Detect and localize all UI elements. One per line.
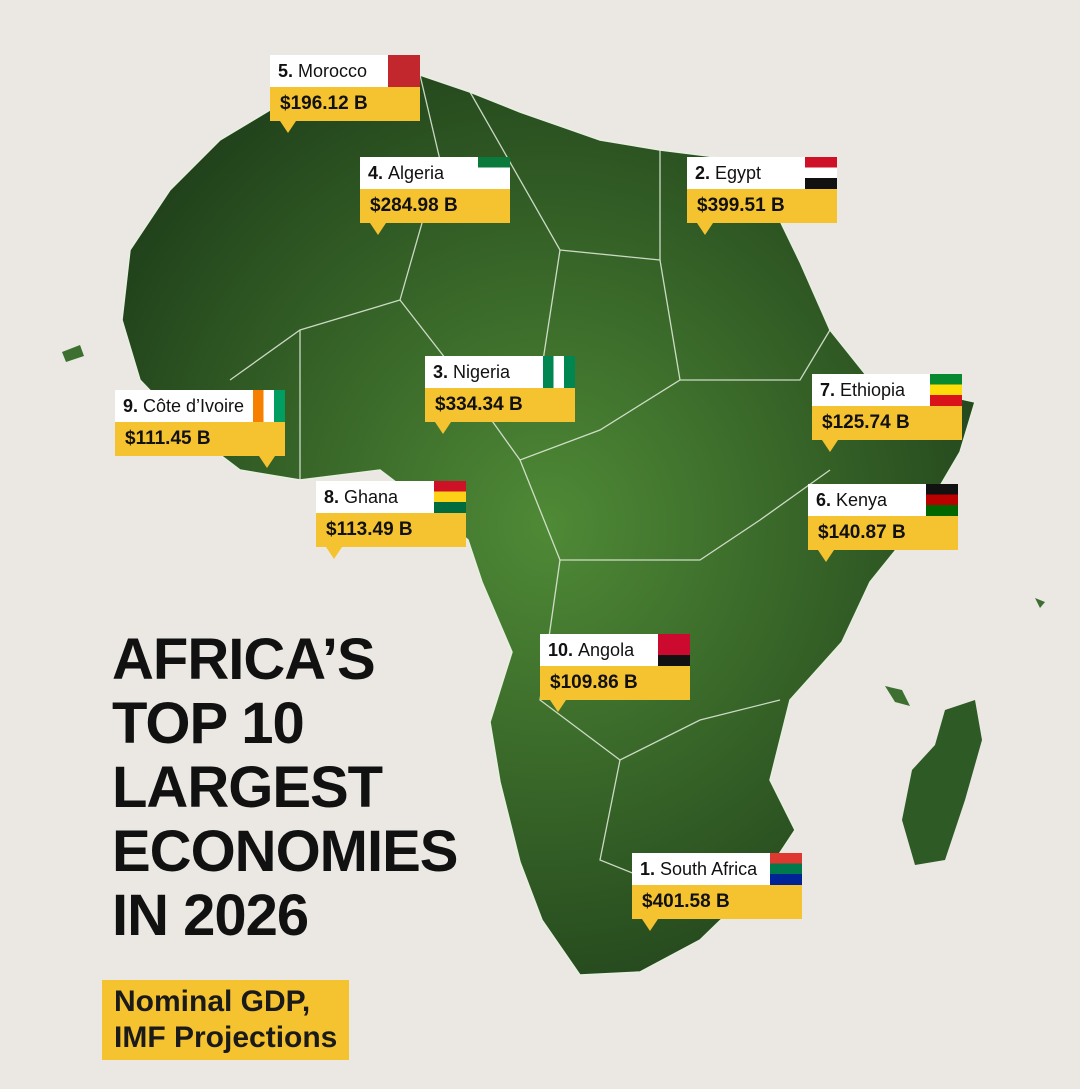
country: Ghana (344, 486, 399, 507)
rank: 2. (695, 162, 711, 183)
subtitle-line: IMF Projections (114, 1021, 338, 1054)
country-label: 1. South Africa $401.58 B (632, 853, 802, 931)
country: Ethiopia (840, 379, 906, 400)
flag (543, 356, 575, 388)
label-name: 7. Ethiopia (812, 374, 962, 406)
gdp-value: $196.12 B (270, 87, 420, 121)
flag (805, 157, 837, 189)
country: Nigeria (453, 361, 511, 382)
rank: 6. (816, 489, 832, 510)
title: AFRICA’S TOP 10 LARGEST ECONOMIES IN 2026 (112, 628, 458, 948)
gdp-value: $140.87 B (808, 516, 958, 550)
gdp-value: $401.58 B (632, 885, 802, 919)
flag (388, 55, 420, 87)
pointer (280, 121, 296, 133)
country-label: 4. Algeria $284.98 B (360, 157, 510, 235)
label-name: 2. Egypt (687, 157, 837, 189)
label-name: 9. Côte d’Ivoire (115, 390, 285, 422)
country: Algeria (388, 162, 445, 183)
country: Egypt (715, 162, 762, 183)
subtitle-line: Nominal GDP, (114, 985, 311, 1018)
gdp-value: $334.34 B (425, 388, 575, 422)
rank: 7. (820, 379, 836, 400)
rank: 10. (548, 639, 574, 660)
rank: 3. (433, 361, 449, 382)
rank: 4. (368, 162, 384, 183)
pointer (697, 223, 713, 235)
flag (478, 157, 510, 189)
gdp-value: $113.49 B (316, 513, 466, 547)
label-name: 1. South Africa (632, 853, 802, 885)
country: Kenya (836, 489, 888, 510)
country: South Africa (660, 858, 758, 879)
rank: 1. (640, 858, 656, 879)
gdp-value: $125.74 B (812, 406, 962, 440)
country-label: 9. Côte d’Ivoire $111.45 B (115, 390, 285, 468)
rank: 5. (278, 60, 294, 81)
label-name: 8. Ghana (316, 481, 466, 513)
title-line: ECONOMIES (112, 819, 458, 884)
title-line: TOP 10 (112, 691, 305, 756)
country: Morocco (298, 60, 368, 81)
pointer (326, 547, 342, 559)
country: Angola (578, 639, 635, 660)
country-label: 10. Angola $109.86 B (540, 634, 690, 712)
rank: 8. (324, 486, 340, 507)
flag (658, 634, 690, 666)
label-name: 6. Kenya (808, 484, 958, 516)
rank: 9. (123, 395, 139, 416)
pointer (370, 223, 386, 235)
pointer (642, 919, 658, 931)
country-label: 7. Ethiopia $125.74 B (812, 374, 962, 452)
pointer (818, 550, 834, 562)
gdp-value: $399.51 B (687, 189, 837, 223)
label-name: 3. Nigeria (425, 356, 575, 388)
flag (926, 484, 958, 516)
label-name: 10. Angola (540, 634, 690, 666)
flag (930, 374, 962, 406)
flag (253, 390, 285, 422)
pointer (822, 440, 838, 452)
madagascar (902, 700, 982, 865)
title-line: LARGEST (112, 755, 383, 820)
country-label: 3. Nigeria $334.34 B (425, 356, 575, 434)
subtitle: Nominal GDP, IMF Projections (102, 980, 350, 1060)
country-label: 5. Morocco $196.12 B (270, 55, 420, 133)
gdp-value: $284.98 B (360, 189, 510, 223)
flag (434, 481, 466, 513)
title-line: IN 2026 (112, 883, 309, 948)
country-label: 6. Kenya $140.87 B (808, 484, 958, 562)
title-line: AFRICA’S (112, 627, 376, 692)
gdp-value: $109.86 B (540, 666, 690, 700)
pointer (259, 456, 275, 468)
flag (770, 853, 802, 885)
label-name: 5. Morocco (270, 55, 420, 87)
gdp-value: $111.45 B (115, 422, 285, 456)
country-label: 8. Ghana $113.49 B (316, 481, 466, 559)
country: Côte d’Ivoire (143, 395, 245, 416)
pointer (435, 422, 451, 434)
label-name: 4. Algeria (360, 157, 510, 189)
pointer (550, 700, 566, 712)
country-label: 2. Egypt $399.51 B (687, 157, 837, 235)
